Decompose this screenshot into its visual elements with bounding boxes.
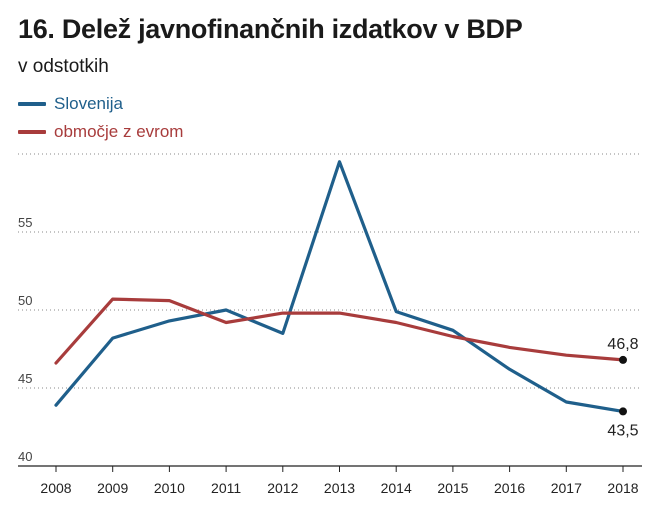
- legend-item-slovenija: Slovenija: [18, 90, 183, 118]
- x-tick-label-2018: 2018: [607, 480, 638, 496]
- end-label-euro-area: 46,8: [607, 336, 638, 353]
- x-tick-label-2014: 2014: [381, 480, 412, 496]
- legend-item-euro-area: območje z evrom: [18, 118, 183, 146]
- y-tick-label-45: 45: [18, 371, 32, 386]
- y-tick-label-55: 55: [18, 215, 32, 230]
- x-tick-label-2013: 2013: [324, 480, 355, 496]
- end-point-slovenija: [619, 407, 627, 416]
- series-line-euro-area: [54, 297, 625, 365]
- legend-label-euro-area: območje z evrom: [54, 122, 184, 141]
- x-tick-label-2017: 2017: [551, 480, 582, 496]
- chart-title: 16. Delež javnofinančnih izdatkov v BDP: [18, 14, 523, 44]
- legend-swatch-euro-area: [18, 130, 46, 134]
- x-tick-label-2012: 2012: [267, 480, 298, 496]
- chart-subtitle: v odstotkih: [18, 56, 109, 77]
- legend-swatch-slovenija: [18, 102, 46, 106]
- end-label-slovenija: 43,5: [607, 422, 638, 439]
- x-tick-label-2008: 2008: [40, 480, 71, 496]
- legend: Slovenija območje z evrom: [18, 90, 183, 146]
- x-tick-label-2016: 2016: [494, 480, 525, 496]
- x-tick-label-2011: 2011: [211, 480, 241, 496]
- x-tick-label-2009: 2009: [97, 480, 128, 496]
- x-tick-label-2010: 2010: [154, 480, 185, 496]
- y-tick-label-50: 50: [18, 293, 32, 308]
- end-point-euro-area: [619, 355, 627, 364]
- series-line-slovenija: [54, 160, 625, 413]
- x-tick-label-2015: 2015: [437, 480, 468, 496]
- legend-label-slovenija: Slovenija: [54, 94, 123, 113]
- y-tick-label-40: 40: [18, 449, 32, 464]
